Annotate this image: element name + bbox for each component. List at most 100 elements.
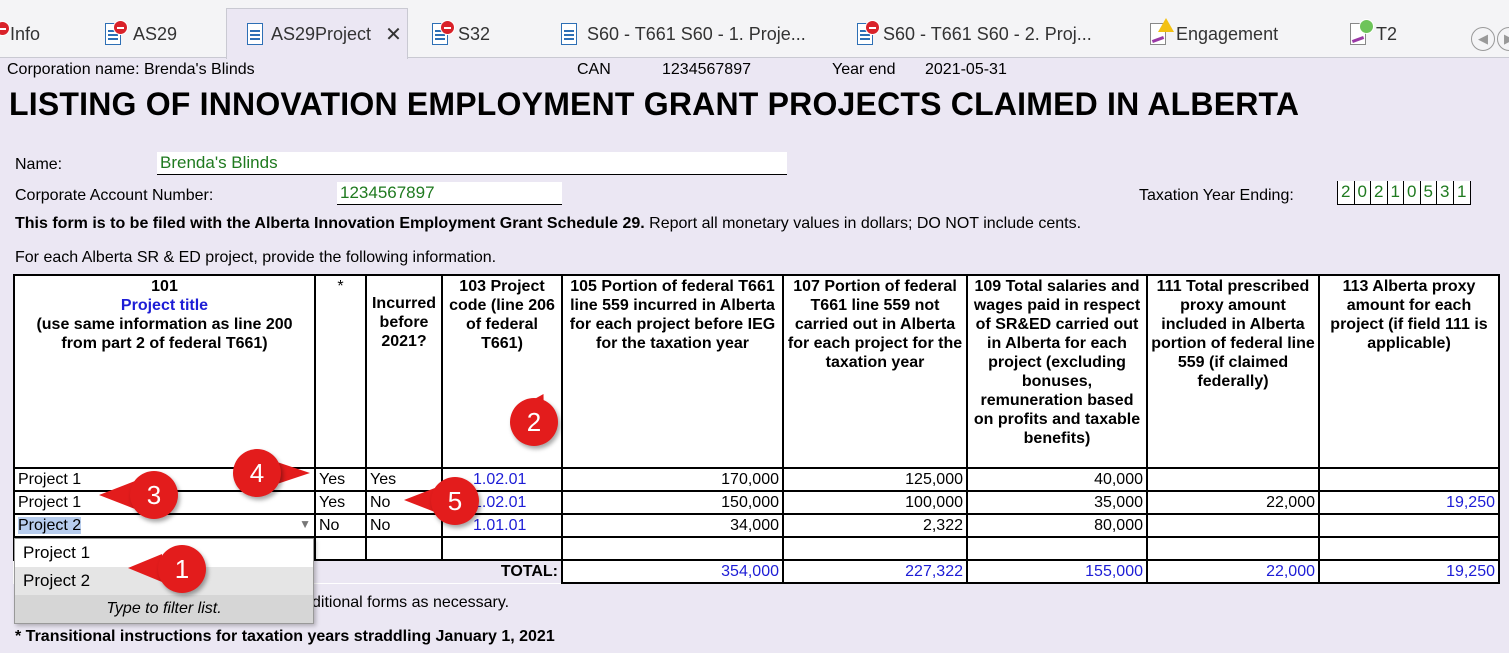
additional-forms-note: ditional forms as necessary. [312, 594, 510, 611]
total-105: 354,000 [561, 559, 784, 584]
digit: 0 [1404, 181, 1421, 204]
line-111-cell[interactable] [1146, 467, 1320, 492]
document-icon [247, 23, 263, 45]
tab-t2[interactable]: T2 [1350, 10, 1397, 58]
tab-label: T2 [1376, 23, 1398, 44]
callout-pointer [99, 481, 135, 509]
tab-label: S60 - T661 S60 - 1. Proje... [587, 23, 806, 44]
callout-pointer [128, 554, 162, 582]
taxation-year-field[interactable]: 2 0 2 1 0 5 3 1 [1337, 181, 1471, 205]
tab-label: Engagement [1176, 23, 1279, 44]
line-113-cell[interactable] [1318, 536, 1500, 561]
t2-ok-icon [1350, 19, 1374, 45]
header-incurred-before-2021: Incurred before 2021? [365, 274, 443, 469]
tab-label: Info [10, 23, 41, 44]
corporate-account-label: Corporate Account Number: [15, 187, 214, 204]
digit: 2 [1371, 181, 1388, 204]
digit: 2 [1338, 181, 1355, 204]
line-105-cell[interactable] [561, 536, 784, 561]
filing-instructions: This form is to be filed with the Albert… [15, 215, 1081, 233]
line-113-cell[interactable]: 19,250 [1318, 490, 1500, 515]
dropdown-option-project-1[interactable]: Project 1 [23, 543, 91, 562]
document-error-icon [432, 20, 455, 45]
tab-as29[interactable]: AS29 [105, 10, 177, 58]
can-label: CAN [577, 61, 611, 78]
total-113: 19,250 [1318, 559, 1500, 584]
filing-instructions-bold: This form is to be filed with the Albert… [15, 215, 645, 232]
corporate-account-field[interactable]: 1234567897 [337, 182, 562, 205]
tab-label: S60 - T661 S60 - 2. Proj... [883, 23, 1092, 44]
tab-s32[interactable]: S32 [432, 10, 490, 58]
line-111-cell[interactable]: 22,000 [1146, 490, 1320, 515]
digit: 1 [1457, 182, 1467, 201]
name-field[interactable]: Brenda's Blinds [157, 152, 787, 175]
header-line-105: 105 Portion of federal T661 line 559 inc… [561, 274, 784, 469]
total-111: 22,000 [1146, 559, 1320, 584]
engagement-warning-icon [1150, 18, 1174, 45]
line-111-cell[interactable] [1146, 513, 1320, 538]
line-113-cell[interactable] [1318, 467, 1500, 492]
digit: 1 [1388, 181, 1404, 204]
header-line-113: 113 Alberta proxy amount for each projec… [1318, 274, 1500, 469]
callout-2: 2 [510, 398, 558, 446]
forward-arrow-icon[interactable]: ▶ [1497, 27, 1509, 51]
project-title-selected: Project 2 [18, 516, 82, 534]
line-107-cell[interactable]: 125,000 [782, 467, 968, 492]
line-107-cell[interactable]: 100,000 [782, 490, 968, 515]
line-107-cell[interactable]: 2,322 [782, 513, 968, 538]
corporation-name: Corporation name: Brenda's Blinds [7, 61, 255, 78]
line-109-cell[interactable]: 40,000 [966, 467, 1148, 492]
project-code-cell[interactable] [441, 536, 563, 561]
project-title-select[interactable]: Project 2 ▼ [13, 513, 316, 538]
tab-as29project[interactable]: AS29Project ✕ [226, 8, 408, 59]
table-row: Project 1 Yes No 1.02.01 150,000 100,000… [13, 490, 1500, 515]
project-code-link[interactable]: 1.01.01 [441, 513, 563, 538]
line-105-cell[interactable]: 150,000 [561, 490, 784, 515]
line-109-cell[interactable]: 80,000 [966, 513, 1148, 538]
tab-s60-project-1[interactable]: S60 - T661 S60 - 1. Proje... [561, 10, 806, 58]
tab-info[interactable]: Info [0, 10, 40, 58]
header-number: 101 [151, 278, 178, 295]
callout-3: 3 [130, 471, 178, 519]
dropdown-arrow-icon[interactable]: ▼ [299, 516, 311, 531]
total-spacer [315, 560, 366, 583]
header-line-109: 109 Total salaries and wages paid in res… [966, 274, 1148, 469]
line-105-cell[interactable]: 34,000 [561, 513, 784, 538]
callout-5: 5 [431, 477, 479, 525]
header-star: * [314, 274, 367, 469]
dropdown-filter-hint: Type to filter list. [15, 595, 313, 623]
table-row: Project 2 ▼ No No 1.01.01 34,000 2,322 8… [13, 513, 1500, 538]
header-line-107: 107 Portion of federal T661 line 559 not… [782, 274, 968, 469]
back-arrow-icon[interactable]: ◀ [1471, 27, 1495, 51]
star-cell[interactable]: Yes [314, 467, 367, 492]
tab-engagement[interactable]: Engagement [1150, 10, 1278, 58]
close-icon[interactable]: ✕ [385, 23, 402, 46]
star-cell[interactable]: Yes [314, 490, 367, 515]
header-project-title-link: Project title [120, 297, 209, 314]
line-113-cell[interactable] [1318, 513, 1500, 538]
star-cell[interactable] [314, 536, 367, 561]
line-109-cell[interactable] [966, 536, 1148, 561]
taxation-year-label: Taxation Year Ending: [1139, 187, 1294, 204]
digit: 3 [1437, 181, 1454, 204]
star-cell[interactable]: No [314, 513, 367, 538]
document-icon [561, 23, 577, 45]
total-109: 155,000 [966, 559, 1148, 584]
incurred-cell[interactable]: No [365, 513, 443, 538]
tab-s60-project-2[interactable]: S60 - T661 S60 - 2. Proj... [857, 10, 1092, 58]
total-label: TOTAL: [442, 560, 563, 583]
filing-instructions-rest: Report all monetary values in dollars; D… [644, 215, 1082, 232]
line-111-cell[interactable] [1146, 536, 1320, 561]
transitional-note: * Transitional instructions for taxation… [15, 628, 555, 645]
callout-1: 1 [158, 545, 206, 593]
incurred-cell[interactable] [365, 536, 443, 561]
tab-label: AS29Project [271, 23, 372, 44]
error-icon [0, 21, 10, 45]
total-spacer [366, 560, 442, 583]
line-105-cell[interactable]: 170,000 [561, 467, 784, 492]
header-project-title-detail: (use same information as line 200 from p… [36, 316, 293, 352]
line-109-cell[interactable]: 35,000 [966, 490, 1148, 515]
line-107-cell[interactable] [782, 536, 968, 561]
header-project-title: 101 Project title (use same information … [13, 274, 316, 469]
document-error-icon [105, 20, 128, 45]
